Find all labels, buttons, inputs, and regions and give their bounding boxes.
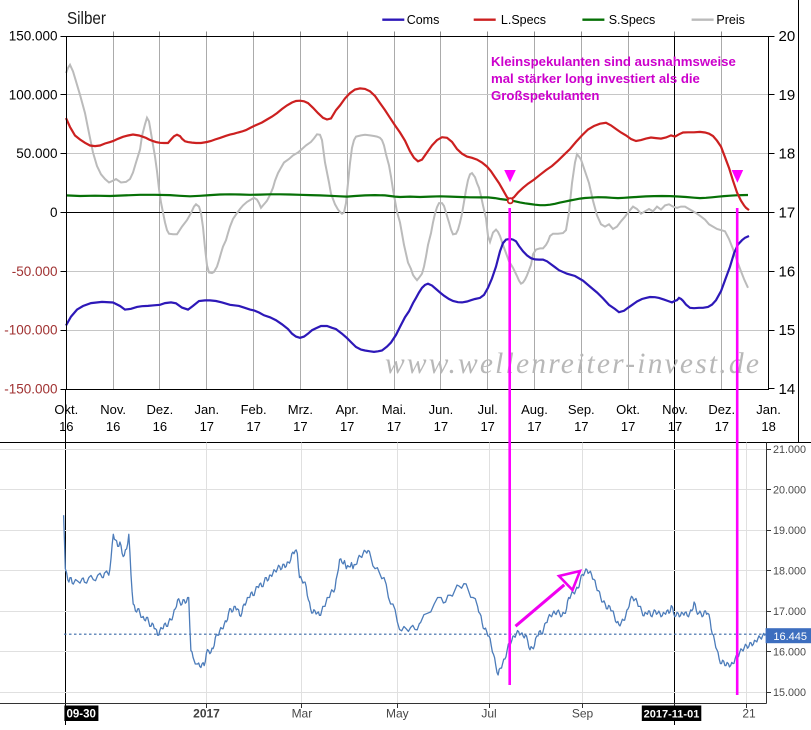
svg-text:19: 19 [779, 87, 796, 104]
svg-text:Jan.: Jan. [756, 402, 781, 417]
svg-text:Sep.: Sep. [568, 402, 595, 417]
svg-text:16.445: 16.445 [773, 631, 807, 643]
svg-text:Okt.: Okt. [616, 402, 640, 417]
svg-text:Mrz.: Mrz. [288, 402, 313, 417]
svg-text:Großspekulanten: Großspekulanten [491, 88, 599, 103]
svg-text:Kleinspekulanten sind ausnahms: Kleinspekulanten sind ausnahmsweise [491, 54, 736, 69]
svg-text:Nov.: Nov. [662, 402, 688, 417]
svg-text:16: 16 [106, 419, 120, 434]
svg-text:Okt.: Okt. [54, 402, 78, 417]
svg-text:15: 15 [779, 322, 796, 339]
svg-text:16: 16 [153, 419, 167, 434]
svg-text:17: 17 [621, 419, 635, 434]
svg-text:mal stärker long investiert al: mal stärker long investiert als die [491, 71, 700, 86]
svg-text:19.000: 19.000 [773, 525, 806, 537]
svg-text:17.000: 17.000 [773, 606, 806, 618]
svg-text:Nov.: Nov. [100, 402, 126, 417]
svg-text:17: 17 [340, 419, 354, 434]
svg-text:21.000: 21.000 [773, 444, 806, 456]
svg-text:20: 20 [779, 28, 796, 45]
svg-text:Preis: Preis [716, 13, 744, 27]
svg-text:17: 17 [527, 419, 541, 434]
svg-text:16.000: 16.000 [773, 647, 806, 659]
svg-text:Jul.: Jul. [478, 402, 498, 417]
svg-text:17: 17 [387, 419, 401, 434]
svg-text:May: May [386, 707, 409, 721]
svg-text:09-30: 09-30 [67, 709, 96, 721]
svg-text:21: 21 [742, 707, 756, 721]
svg-text:17: 17 [668, 419, 682, 434]
svg-text:Jun.: Jun. [429, 402, 454, 417]
svg-text:S.Specs: S.Specs [609, 13, 656, 27]
svg-text:-100.000: -100.000 [4, 323, 57, 338]
svg-text:17: 17 [480, 419, 494, 434]
svg-text:17: 17 [246, 419, 260, 434]
svg-text:150.000: 150.000 [9, 29, 58, 44]
svg-text:50.000: 50.000 [16, 146, 57, 161]
svg-text:14: 14 [779, 381, 796, 398]
svg-text:17: 17 [779, 205, 796, 222]
svg-text:Aug.: Aug. [521, 402, 548, 417]
svg-text:Dez.: Dez. [147, 402, 174, 417]
svg-text:Mar: Mar [292, 707, 313, 721]
svg-text:www.wellenreiter-invest.de: www.wellenreiter-invest.de [385, 348, 761, 380]
svg-text:17: 17 [293, 419, 307, 434]
svg-text:Apr.: Apr. [336, 402, 359, 417]
svg-text:17: 17 [574, 419, 588, 434]
svg-text:18: 18 [761, 419, 775, 434]
svg-text:Feb.: Feb. [241, 402, 267, 417]
svg-text:16: 16 [779, 263, 796, 280]
svg-text:2017-11-01: 2017-11-01 [644, 709, 700, 721]
svg-text:16: 16 [59, 419, 73, 434]
svg-text:17: 17 [200, 419, 214, 434]
svg-text:Mai.: Mai. [382, 402, 407, 417]
svg-text:18.000: 18.000 [773, 566, 806, 578]
svg-text:Jan.: Jan. [195, 402, 220, 417]
svg-text:2017: 2017 [193, 707, 220, 721]
svg-text:17: 17 [434, 419, 448, 434]
svg-text:0: 0 [50, 205, 58, 220]
svg-text:17: 17 [715, 419, 729, 434]
svg-text:18: 18 [779, 146, 796, 163]
svg-text:Sep: Sep [572, 707, 594, 721]
svg-text:100.000: 100.000 [9, 87, 58, 102]
svg-text:15.000: 15.000 [773, 687, 806, 699]
svg-text:L.Specs: L.Specs [501, 13, 546, 27]
svg-text:Jul: Jul [481, 707, 496, 721]
svg-text:Silber: Silber [67, 8, 106, 28]
svg-text:-50.000: -50.000 [12, 264, 58, 279]
svg-text:20.000: 20.000 [773, 484, 806, 496]
svg-text:-150.000: -150.000 [4, 382, 57, 397]
svg-text:Coms: Coms [407, 13, 440, 27]
svg-text:Dez.: Dez. [708, 402, 735, 417]
